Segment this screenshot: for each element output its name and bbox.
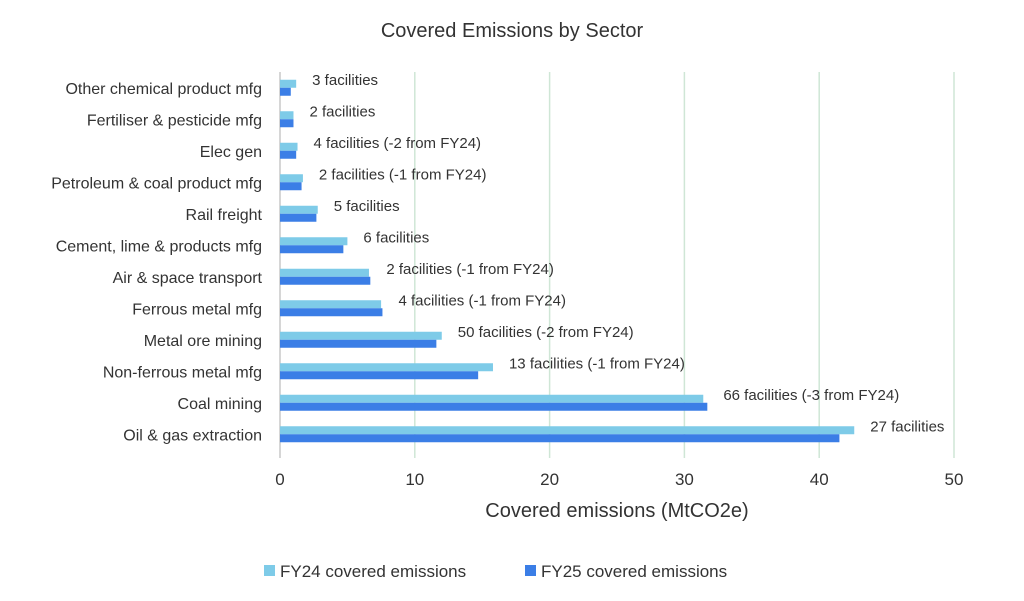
x-tick-label: 10 bbox=[405, 470, 424, 489]
facility-annotation: 6 facilities bbox=[363, 229, 429, 246]
facility-annotation: 4 facilities (-1 from FY24) bbox=[398, 292, 566, 309]
x-tick-label: 20 bbox=[540, 470, 559, 489]
bar-fy25 bbox=[280, 371, 479, 380]
x-tick-label: 40 bbox=[810, 470, 829, 489]
x-tick-label: 30 bbox=[675, 470, 694, 489]
category-label: Other chemical product mfg bbox=[65, 81, 262, 98]
x-tick-label: 50 bbox=[945, 470, 964, 489]
bar-fy24 bbox=[280, 142, 298, 151]
bar-fy25 bbox=[280, 434, 840, 443]
category-label: Petroleum & coal product mfg bbox=[51, 175, 262, 192]
facility-annotation: 50 facilities (-2 from FY24) bbox=[458, 324, 634, 341]
category-label: Oil & gas extraction bbox=[123, 427, 262, 444]
bar-fy24 bbox=[280, 174, 303, 183]
category-label: Rail freight bbox=[186, 207, 263, 224]
category-label: Fertiliser & pesticide mfg bbox=[87, 112, 262, 129]
legend-swatch bbox=[525, 565, 536, 576]
category-label: Elec gen bbox=[200, 144, 262, 161]
category-label: Non-ferrous metal mfg bbox=[103, 364, 262, 381]
legend-swatch bbox=[264, 565, 275, 576]
bar-fy25 bbox=[280, 150, 297, 159]
category-label: Ferrous metal mfg bbox=[132, 301, 262, 318]
bar-fy25 bbox=[280, 276, 371, 285]
category-label: Coal mining bbox=[178, 396, 262, 413]
category-label: Metal ore mining bbox=[144, 333, 262, 350]
bar-fy24 bbox=[280, 363, 493, 372]
facility-annotation: 66 facilities (-3 from FY24) bbox=[723, 387, 899, 404]
bar-fy24 bbox=[280, 237, 348, 246]
bar-fy25 bbox=[280, 182, 302, 191]
bar-fy25 bbox=[280, 402, 708, 411]
facility-annotation: 2 facilities (-1 from FY24) bbox=[386, 261, 554, 278]
bar-fy25 bbox=[280, 245, 344, 254]
bar-fy24 bbox=[280, 111, 294, 120]
legend-label: FY25 covered emissions bbox=[541, 562, 727, 581]
category-label: Air & space transport bbox=[113, 270, 263, 287]
legend-label: FY24 covered emissions bbox=[280, 562, 466, 581]
chart-title: Covered Emissions by Sector bbox=[381, 20, 644, 42]
facility-annotation: 13 facilities (-1 from FY24) bbox=[509, 355, 685, 372]
x-tick-label: 0 bbox=[275, 470, 284, 489]
bar-fy24 bbox=[280, 205, 318, 214]
facility-annotation: 27 facilities bbox=[870, 418, 944, 435]
bar-fy24 bbox=[280, 300, 382, 309]
facility-annotation: 3 facilities bbox=[312, 72, 378, 89]
category-label: Cement, lime & products mfg bbox=[56, 238, 262, 255]
facility-annotation: 2 facilities (-1 from FY24) bbox=[319, 166, 487, 183]
bar-fy25 bbox=[280, 308, 383, 317]
facility-annotation: 5 facilities bbox=[334, 198, 400, 215]
bar-fy25 bbox=[280, 339, 437, 348]
bar-fy24 bbox=[280, 268, 369, 277]
facility-annotation: 2 facilities bbox=[309, 103, 375, 120]
bar-fy25 bbox=[280, 213, 317, 222]
x-axis-title: Covered emissions (MtCO2e) bbox=[485, 500, 748, 522]
bar-fy24 bbox=[280, 426, 855, 435]
bar-fy25 bbox=[280, 87, 291, 96]
bar-fy24 bbox=[280, 79, 297, 88]
bar-fy25 bbox=[280, 119, 294, 128]
bar-fy24 bbox=[280, 331, 442, 340]
facility-annotation: 4 facilities (-2 from FY24) bbox=[314, 135, 482, 152]
bar-fy24 bbox=[280, 394, 704, 403]
